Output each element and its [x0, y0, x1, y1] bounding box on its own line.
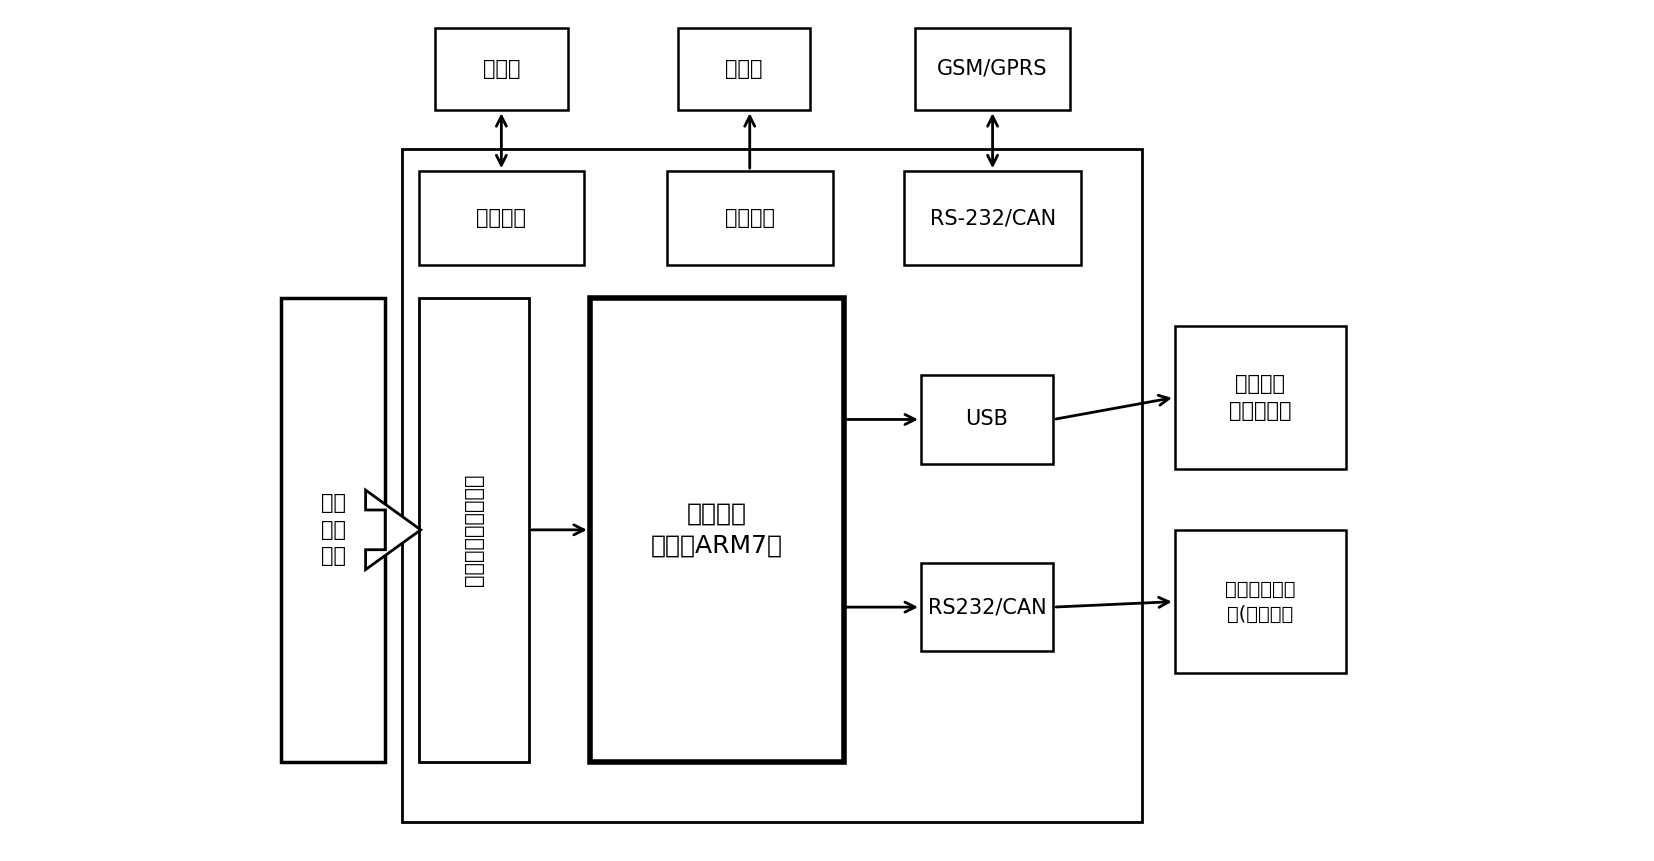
- Text: 键盘接口: 键盘接口: [476, 208, 526, 228]
- Text: RS232/CAN: RS232/CAN: [928, 598, 1047, 617]
- Text: 显示器: 显示器: [726, 59, 762, 79]
- Text: USB: USB: [966, 410, 1009, 430]
- Bar: [921, 375, 1054, 463]
- Text: GSM/GPRS: GSM/GPRS: [938, 59, 1049, 79]
- Bar: [402, 149, 1141, 822]
- Bar: [590, 298, 844, 762]
- Bar: [418, 171, 584, 265]
- Polygon shape: [366, 490, 420, 570]
- Bar: [921, 563, 1054, 651]
- Text: 直接
传感
器组: 直接 传感 器组: [321, 493, 346, 567]
- Text: 通信端口
（上载／下: 通信端口 （上载／下: [1229, 375, 1292, 420]
- Text: 传感信号变换接收口: 传感信号变换接收口: [463, 474, 483, 586]
- Bar: [905, 171, 1080, 265]
- Bar: [678, 28, 810, 110]
- Text: 显示接口: 显示接口: [724, 208, 774, 228]
- Bar: [667, 171, 832, 265]
- Text: 小键盘: 小键盘: [483, 59, 519, 79]
- Bar: [435, 28, 567, 110]
- Bar: [418, 298, 529, 762]
- Bar: [1174, 530, 1346, 673]
- Text: 工程机械控制
器(间接传感: 工程机械控制 器(间接传感: [1226, 579, 1295, 623]
- Bar: [1174, 325, 1346, 469]
- Text: RS-232/CAN: RS-232/CAN: [930, 208, 1055, 228]
- Text: 微处理器
（如：ARM7）: 微处理器 （如：ARM7）: [650, 502, 782, 558]
- Bar: [915, 28, 1070, 110]
- Bar: [281, 298, 385, 762]
